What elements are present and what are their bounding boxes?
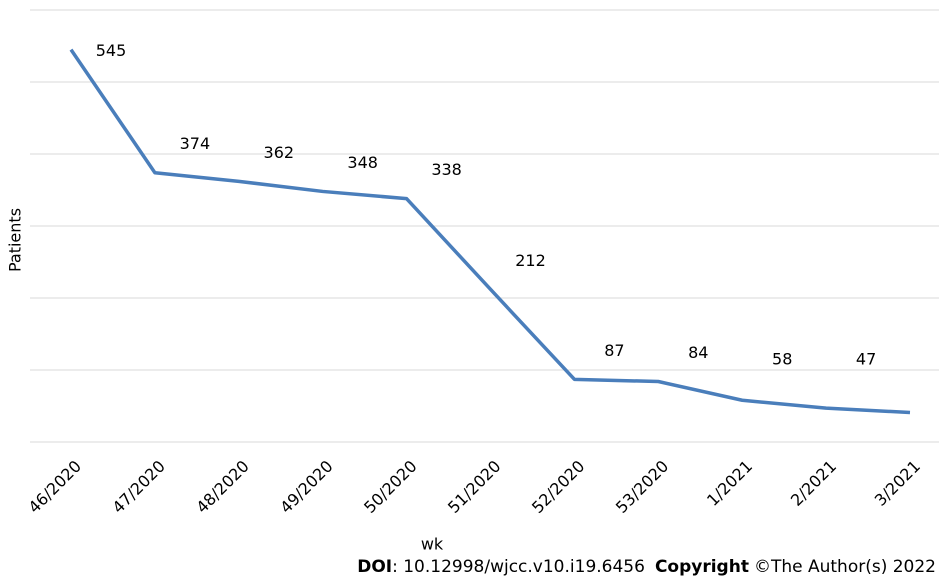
x-axis-label: wk <box>421 535 444 554</box>
x-tick-label: 47/2020 <box>108 457 168 517</box>
x-tick-label: 1/2021 <box>703 457 756 510</box>
x-tick-label: 49/2020 <box>276 457 336 517</box>
x-tick-label: 50/2020 <box>360 457 420 517</box>
data-label: 362 <box>264 143 295 162</box>
footer: DOI: 10.12998/wjcc.v10.i19.6456 Copyright… <box>357 557 936 577</box>
x-tick-label: 2/2021 <box>787 457 840 510</box>
x-tick-label: 48/2020 <box>192 457 252 517</box>
data-label: 348 <box>347 153 378 172</box>
doi: : 10.12998/wjcc.v10.i19.6456 <box>392 557 645 577</box>
copyright: ©The Author(s) 2022 <box>754 557 936 577</box>
x-tick-label: 53/2020 <box>612 457 672 517</box>
data-label: 338 <box>431 160 462 179</box>
doi-label: DOI <box>357 557 392 577</box>
data-label: 374 <box>180 134 211 153</box>
x-tick-label: 3/2021 <box>871 457 924 510</box>
data-label: 84 <box>688 343 708 362</box>
data-label: 545 <box>96 41 127 60</box>
y-axis-label: Patients <box>6 208 25 272</box>
copyright-label: Copyright <box>655 557 749 577</box>
data-label: 58 <box>772 350 792 369</box>
data-label: 212 <box>515 251 546 270</box>
x-tick-label: 52/2020 <box>528 457 588 517</box>
data-label: 87 <box>604 341 624 360</box>
x-tick-label: 46/2020 <box>25 457 85 517</box>
line <box>69 48 911 415</box>
x-tick-label: 51/2020 <box>444 457 504 517</box>
data-label: 47 <box>856 350 876 369</box>
